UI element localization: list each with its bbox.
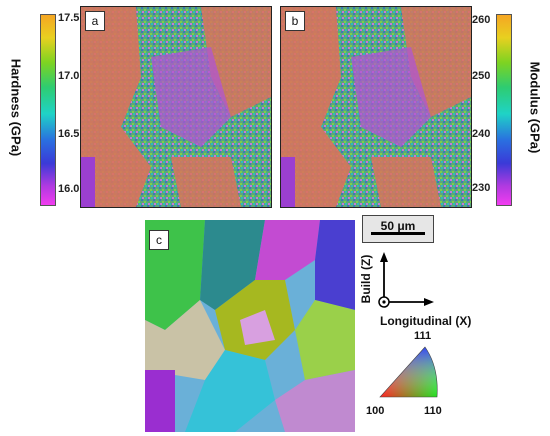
panel-label-b: b (285, 11, 305, 31)
ipf-label-100: 100 (366, 405, 385, 417)
hardness-tick-16-5: 16.5 (58, 128, 80, 140)
ebsd-ipf-map-panel-c: c (145, 220, 355, 432)
modulus-map-image (281, 7, 471, 207)
longitudinal-axis-label: Longitudinal (X) (380, 314, 472, 328)
hardness-colorbar (40, 14, 56, 206)
hardness-map-panel-a: a (80, 6, 272, 208)
hardness-map-image (81, 7, 271, 207)
sample-axes-diagram (378, 252, 434, 308)
longitudinal-arrowhead (424, 298, 434, 306)
build-axis-label: Build (Z) (359, 254, 373, 304)
panel-label-a: a (85, 11, 105, 31)
hardness-colorbar-title: Hardness (GPa) (8, 58, 24, 157)
scale-bar: 50 μm (362, 215, 434, 243)
modulus-tick-240: 240 (472, 128, 491, 140)
modulus-tick-250: 250 (472, 70, 491, 82)
scale-bar-label: 50 μm (380, 219, 416, 233)
hardness-tick-16-0: 16.0 (58, 183, 80, 195)
ipf-label-110: 110 (424, 405, 442, 417)
ipf-label-111: 111 (414, 330, 432, 342)
hardness-tick-17-5: 17.5 (58, 12, 80, 24)
ipf-map-image (145, 220, 355, 432)
build-arrowhead (380, 252, 388, 262)
modulus-tick-260: 260 (472, 14, 491, 26)
panel-label-c: c (149, 230, 169, 250)
modulus-colorbar-title: Modulus (GPa) (527, 61, 543, 154)
modulus-colorbar (496, 14, 512, 206)
ipf-color-triangle (379, 346, 438, 398)
modulus-tick-230: 230 (472, 182, 491, 194)
hardness-tick-17-0: 17.0 (58, 70, 80, 82)
scale-bar-line (371, 232, 425, 235)
modulus-map-panel-b: b (280, 6, 472, 208)
